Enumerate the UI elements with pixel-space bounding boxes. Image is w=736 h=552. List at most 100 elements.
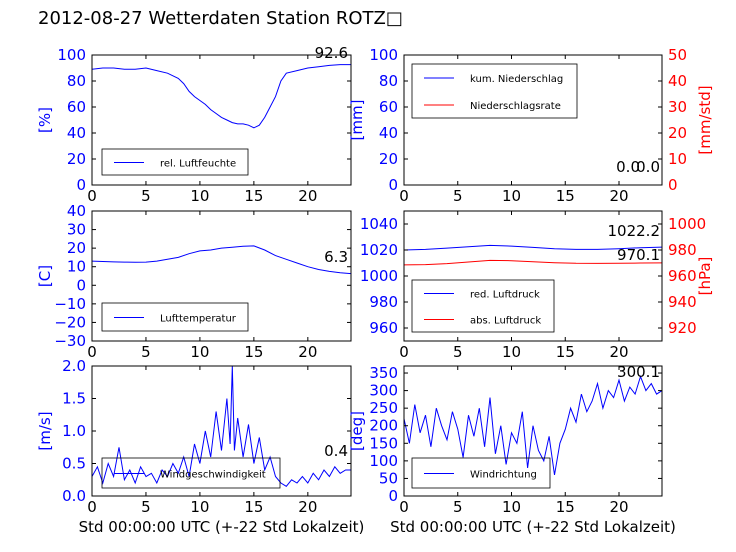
x-tick-label: 0 (399, 498, 409, 516)
x-tick-label: 10 (502, 498, 521, 516)
y-tick-label: 350 (369, 364, 398, 382)
y-tick-label: 150 (369, 434, 398, 452)
y-tick-label: 20 (379, 150, 398, 168)
x-tick-label: 5 (453, 187, 463, 205)
y-tick-label: 250 (369, 399, 398, 417)
y-tick-label: 100 (369, 452, 398, 470)
legend-box (411, 457, 551, 489)
x-tick-label: 15 (244, 498, 263, 516)
x-tick-label: 0 (87, 187, 97, 205)
current-value-label-secondary: 970.1 (617, 246, 660, 264)
y-tick-label: 0 (388, 487, 398, 505)
y-tick-label: 40 (67, 202, 86, 220)
y-tick-label: 20 (67, 150, 86, 168)
current-value-label: 0.0 (636, 158, 660, 176)
y-tick-label: 100 (57, 46, 86, 64)
y-axis-label: [deg] (348, 411, 366, 451)
plot-frame (403, 54, 663, 186)
y-tick-label: −10 (54, 295, 86, 313)
x-tick-label: 15 (556, 498, 575, 516)
x-tick-label: 5 (141, 343, 151, 361)
y2-tick-label: 920 (668, 319, 697, 337)
x-axis-label: Std 00:00:00 UTC (+-22 Std Lokalzeit) (79, 518, 365, 536)
y2-tick-label: 940 (668, 293, 697, 311)
y-tick-label: 30 (67, 221, 86, 239)
x-tick-label: 15 (556, 343, 575, 361)
series-line-wind-speed-0 (92, 366, 351, 487)
current-value-label: 0.4 (324, 442, 348, 460)
y2-axis-label: [hPa] (696, 257, 714, 296)
x-tick-label: 5 (141, 498, 151, 516)
y-tick-label: 80 (67, 72, 86, 90)
legend-entry: abs. Luftdruck (470, 316, 541, 327)
y-tick-label: 960 (369, 319, 398, 337)
x-tick-label: 20 (609, 343, 628, 361)
y-tick-label: 1.0 (62, 422, 86, 440)
legend-box (101, 457, 281, 489)
x-tick-label: 0 (87, 498, 97, 516)
y2-tick-label: 50 (668, 46, 687, 64)
y2-tick-label: 0 (668, 176, 678, 194)
legend-entry: Lufttemperatur (160, 314, 237, 325)
x-tick-label: 10 (190, 498, 209, 516)
series-line-temperature-0 (92, 245, 351, 275)
y-tick-label: 980 (369, 293, 398, 311)
y-tick-label: −30 (54, 332, 86, 350)
series-line-wind-direction-0 (404, 374, 662, 475)
y-tick-label: 0 (76, 276, 86, 294)
y-tick-label: 2.0 (62, 357, 86, 375)
series-line-pressure-1 (404, 259, 662, 266)
page-title: 2012-08-27 Wetterdaten Station ROTZ□ (38, 8, 403, 29)
y2-tick-label: 20 (668, 124, 687, 142)
x-tick-label: 15 (244, 187, 263, 205)
chart-panel-pressure: 0 5 10 15 20 960 980 1000 1020 1040 920 940 960 980 10… (360, 210, 714, 361)
current-value-label: 92.6 (315, 44, 348, 62)
y-tick-label: 80 (379, 72, 398, 90)
y2-tick-label: 30 (668, 98, 687, 116)
x-tick-label: 10 (190, 187, 209, 205)
x-tick-label: 10 (190, 343, 209, 361)
x-tick-label: 15 (556, 187, 575, 205)
y2-tick-label: 1000 (668, 215, 706, 233)
x-tick-label: 20 (298, 343, 317, 361)
series-line-pressure-0 (404, 244, 662, 251)
legend-entry: Windgeschwindigkeit (160, 470, 266, 481)
x-tick-label: 10 (502, 343, 521, 361)
x-tick-label: 20 (298, 187, 317, 205)
x-tick-label: 0 (399, 187, 409, 205)
current-value-label: 300.1 (617, 363, 660, 381)
y-tick-label: 1040 (360, 215, 398, 233)
y2-axis-label: [mm/std] (696, 85, 714, 154)
legend-entry: rel. Luftfeuchte (160, 159, 236, 170)
y-tick-label: 200 (369, 417, 398, 435)
y-axis-label: [C] (36, 265, 54, 287)
y-tick-label: 0.5 (62, 455, 86, 473)
y-tick-label: 0 (76, 176, 86, 194)
y-axis-label: [mm] (348, 100, 366, 141)
y-tick-label: 60 (379, 98, 398, 116)
legend-entry: Windrichtung (470, 470, 537, 481)
legend-box (101, 302, 249, 332)
y-tick-label: 20 (67, 239, 86, 257)
x-tick-label: 20 (609, 187, 628, 205)
x-tick-label: 0 (87, 343, 97, 361)
legend-box (101, 148, 249, 176)
legend-box (411, 279, 555, 333)
series-line-humidity-0 (92, 64, 351, 129)
legend-entry: red. Luftdruck (470, 290, 540, 301)
plot-frame (91, 210, 352, 342)
x-tick-label: 20 (298, 498, 317, 516)
y-axis-label: [m/s] (36, 411, 54, 450)
y-tick-label: 1.5 (62, 390, 86, 408)
chart-panel-precipitation: 0 5 10 15 20 0 20 40 60 80 100 0 10 20 30 40 50 [mm] [mm/s… (348, 46, 714, 205)
plot-frame (91, 54, 352, 186)
chart-panel-wind-speed: 0 5 10 15 20 0.0 0.5 1.0 1.5 2.0 [m/s] Std 00:00:00… (36, 357, 364, 536)
current-value-label: 6.3 (324, 248, 348, 266)
current-value-label: 1022.2 (608, 222, 661, 240)
legend-entry: Niederschlagsrate (470, 101, 561, 112)
chart-panel-humidity: 0 5 10 15 20 0 20 40 60 80 100 [%] rel. Luftfeuchte 9… (36, 44, 352, 205)
chart-panel-temperature: 0 5 10 15 20−30−20−10010203040[C]Lufttempera… (36, 202, 352, 361)
y-tick-label: 1020 (360, 241, 398, 259)
y-tick-label: 60 (67, 98, 86, 116)
